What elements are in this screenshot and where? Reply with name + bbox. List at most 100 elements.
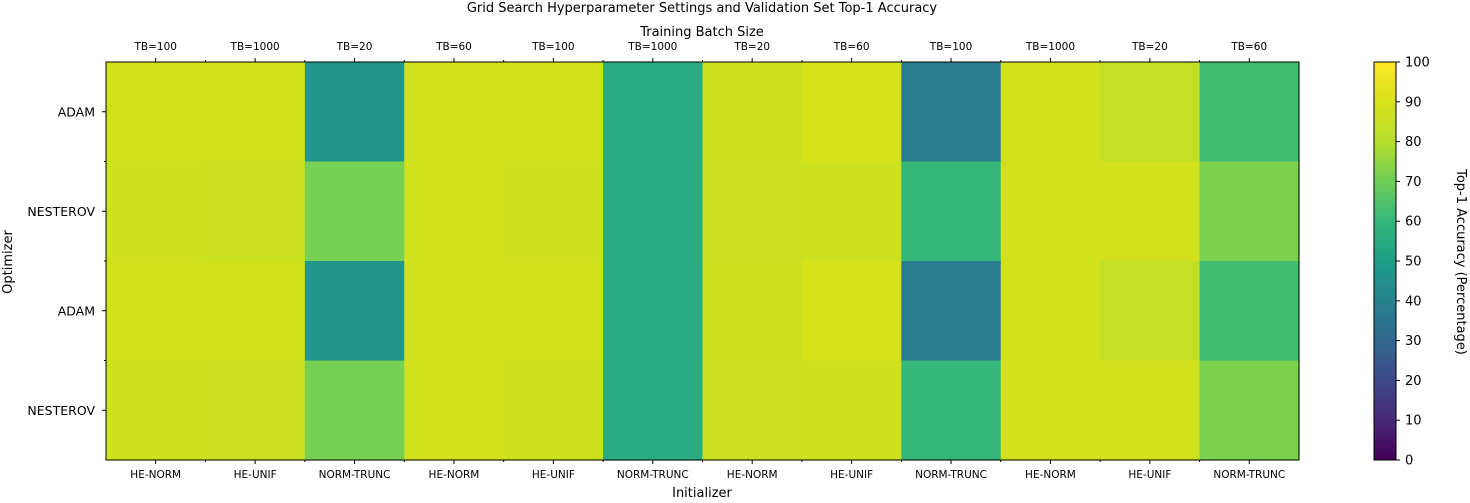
heatmap-cell	[1100, 360, 1201, 461]
heatmap-cell	[1100, 161, 1201, 262]
heatmap-cell	[106, 62, 207, 163]
heatmap-cell	[603, 161, 704, 262]
heatmap-cell	[702, 161, 803, 262]
heatmap-cell	[205, 62, 306, 163]
y-tick-label: NESTEROV	[27, 403, 95, 418]
top-tick-label: TB=100	[929, 41, 972, 53]
x-tick-label: HE-NORM	[1025, 469, 1076, 481]
heatmap-cell	[801, 261, 902, 362]
top-axis-label: Training Batch Size	[639, 25, 764, 40]
chart-title: Grid Search Hyperparameter Settings and …	[467, 1, 938, 16]
heatmap-cell	[503, 62, 604, 163]
top-tick-label: TB=20	[733, 41, 770, 53]
x-tick-label: NORM-TRUNC	[915, 469, 987, 481]
heatmap-cell	[801, 62, 902, 163]
heatmap-cells	[106, 62, 1300, 461]
heatmap-cell	[304, 62, 405, 163]
x-tick-label: NORM-TRUNC	[319, 469, 391, 481]
heatmap-cell	[304, 261, 405, 362]
top-tick-label: TB=100	[531, 41, 574, 53]
x-axis-label: Initializer	[672, 486, 732, 499]
top-tick-label: TB=20	[336, 41, 373, 53]
heatmap-cell	[106, 261, 207, 362]
heatmap-cell	[304, 161, 405, 262]
heatmap-cell	[901, 261, 1002, 362]
heatmap-cell	[901, 62, 1002, 163]
colorbar-tick-label: 80	[1405, 135, 1422, 150]
heatmap-cell	[603, 261, 704, 362]
heatmap-cell	[1199, 261, 1300, 362]
heatmap-cell	[106, 161, 207, 262]
heatmap-cell	[304, 360, 405, 461]
heatmap-cell	[1199, 360, 1300, 461]
heatmap-cell	[702, 360, 803, 461]
colorbar-label: Top-1 Accuracy (Percentage)	[1453, 168, 1468, 355]
top-tick-label: TB=1000	[230, 41, 280, 53]
colorbar-tick-label: 90	[1405, 95, 1422, 110]
heatmap-cell	[404, 360, 505, 461]
heatmap-cell	[1199, 161, 1300, 262]
y-axis-label: Optimizer	[1, 230, 16, 294]
heatmap-cell	[404, 161, 505, 262]
x-tick-label: HE-NORM	[727, 469, 778, 481]
x-tick-label: HE-UNIF	[532, 469, 575, 481]
heatmap-cell	[901, 161, 1002, 262]
colorbar-tick-label: 50	[1405, 255, 1422, 270]
heatmap-cell	[1100, 62, 1201, 163]
heatmap-cell	[205, 360, 306, 461]
heatmap-cell	[1000, 261, 1101, 362]
top-tick-label: TB=1000	[627, 41, 677, 53]
colorbar-tick-label: 0	[1405, 454, 1413, 469]
colorbar	[1373, 61, 1397, 461]
x-tick-label: NORM-TRUNC	[617, 469, 689, 481]
heatmap-cell	[503, 261, 604, 362]
top-tick-label: TB=20	[1131, 41, 1168, 53]
heatmap-cell	[503, 360, 604, 461]
top-tick-label: TB=60	[435, 41, 472, 53]
colorbar-tick-label: 10	[1405, 414, 1422, 429]
y-tick-label: NESTEROV	[27, 204, 95, 219]
heatmap-cell	[702, 261, 803, 362]
colorbar-ticks: 0 10 20 30 40 50 60 70 80 90 100	[1396, 56, 1430, 469]
heatmap-cell	[1100, 261, 1201, 362]
heatmap-cell	[503, 161, 604, 262]
x-tick-label: HE-NORM	[130, 469, 181, 481]
x-tick-label: HE-UNIF	[234, 469, 277, 481]
heatmap-cell	[1000, 62, 1101, 163]
heatmap-cell	[1000, 360, 1101, 461]
colorbar-tick-label: 40	[1405, 294, 1422, 309]
colorbar-tick-label: 100	[1405, 56, 1430, 71]
heatmap-cell	[801, 360, 902, 461]
bottom-x-ticks: HE-NORM HE-UNIF NORM-TRUNC HE-NORM HE-UNIF NO…	[130, 460, 1285, 481]
y-ticks: ADAM NESTEROV ADAM NESTEROV	[27, 104, 106, 418]
heatmap-cell	[603, 360, 704, 461]
heatmap-cell	[205, 161, 306, 262]
top-x-ticks: TB=100 TB=1000 TB=20 TB=60 TB=100 TB=1000 TB=2…	[133, 41, 1267, 62]
x-tick-label: HE-NORM	[429, 469, 480, 481]
heatmap-cell	[106, 360, 207, 461]
heatmap-cell	[1199, 62, 1300, 163]
colorbar-tick-label: 70	[1405, 175, 1422, 190]
colorbar-tick-label: 30	[1405, 334, 1422, 349]
heatmap-cell	[901, 360, 1002, 461]
colorbar-tick-label: 60	[1405, 215, 1422, 230]
heatmap-cell	[702, 62, 803, 163]
x-tick-label: HE-UNIF	[830, 469, 873, 481]
y-tick-label: ADAM	[58, 303, 95, 318]
colorbar-tick-label: 20	[1405, 374, 1422, 389]
y-tick-label: ADAM	[58, 104, 95, 119]
heatmap-cell	[603, 62, 704, 163]
heatmap-cell	[205, 261, 306, 362]
heatmap-cell	[1000, 161, 1101, 262]
x-tick-label: NORM-TRUNC	[1213, 469, 1285, 481]
top-tick-label: TB=1000	[1025, 41, 1075, 53]
top-tick-label: TB=60	[1230, 41, 1267, 53]
x-tick-label: HE-UNIF	[1128, 469, 1171, 481]
heatmap-cell	[404, 261, 505, 362]
heatmap-cell	[801, 161, 902, 262]
heatmap-cell	[404, 62, 505, 163]
top-tick-label: TB=60	[833, 41, 870, 53]
top-tick-label: TB=100	[133, 41, 176, 53]
